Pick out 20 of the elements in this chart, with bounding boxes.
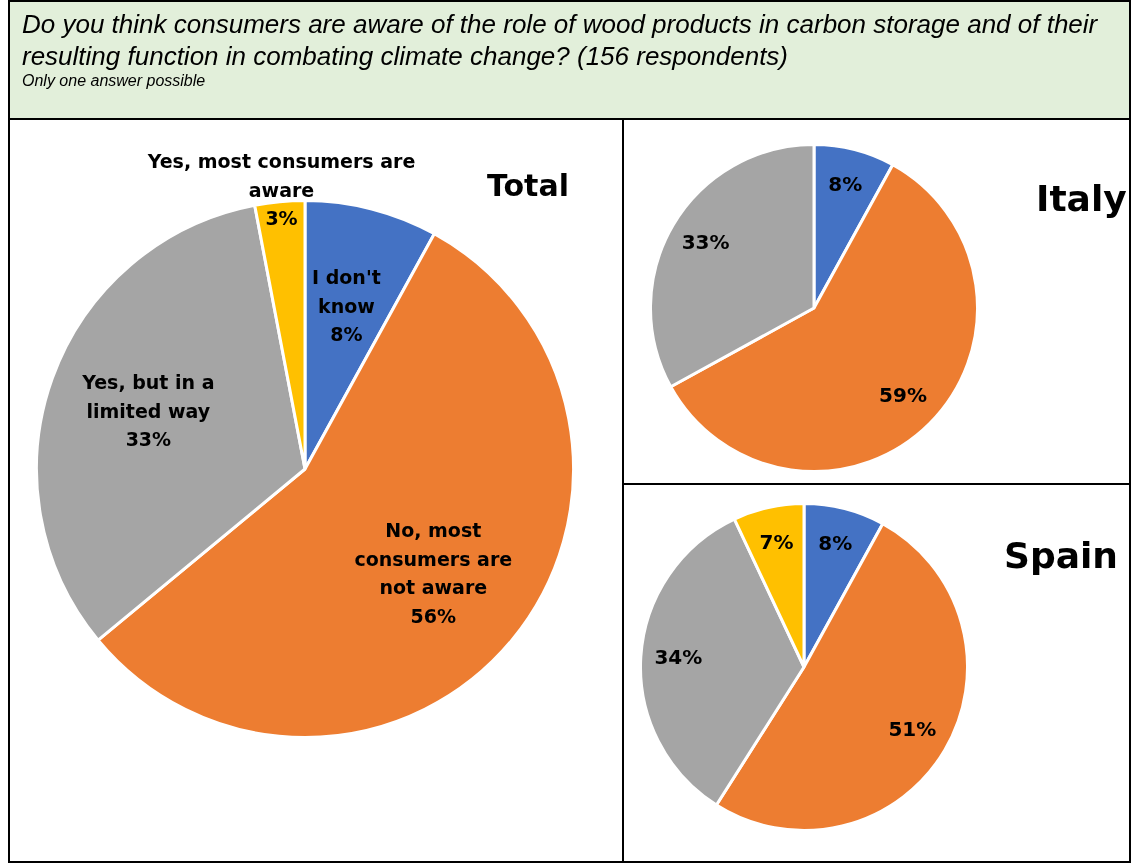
slice-label: Yes, but in a limited way [81,371,215,422]
text: Total [487,168,569,203]
data-label: 3% [265,207,298,230]
slice-label: No, most consumers are not aware [354,519,513,599]
slice-label: I don't know [312,266,381,317]
slice-label: Yes, most consumers are aware [146,150,416,201]
text: Only one answer possible [22,72,207,90]
text: Italy [1036,178,1127,219]
data-label: 33% [681,230,730,255]
data-label: 8% [330,323,363,346]
data-label: 8% [828,172,863,197]
data-label: 33% [125,428,172,451]
text: Do you think consumers are aware of the role of wood products in carbon storage and of their resulting function in combating climate change? (156 respondents) [22,8,1099,72]
data-label: 59% [879,383,927,408]
data-label: 34% [654,645,703,670]
data-label: 51% [888,717,937,742]
data-label: 7% [759,530,794,555]
text: Spain [1004,535,1118,576]
data-label: 8% [818,531,853,556]
data-label: 56% [410,604,457,627]
